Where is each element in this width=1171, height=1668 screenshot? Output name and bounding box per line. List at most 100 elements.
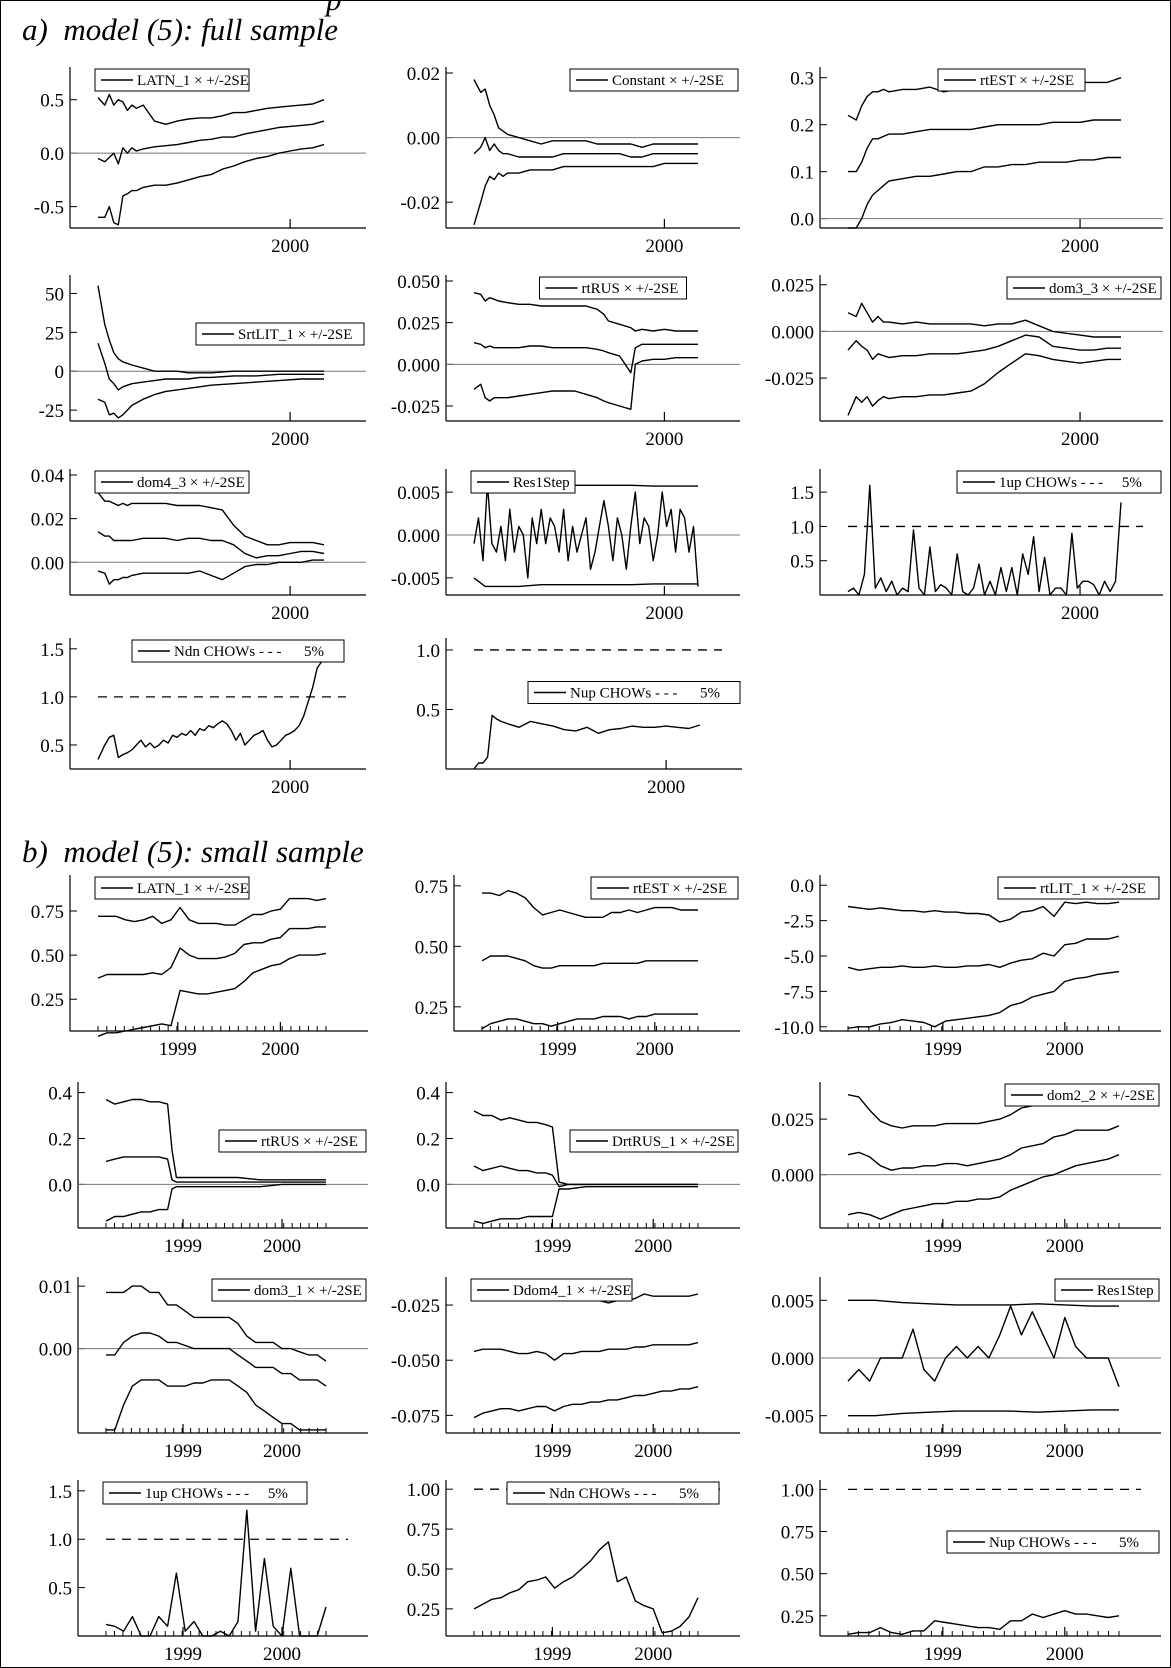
- y-tick-label: 0.25: [31, 990, 64, 1011]
- chart-panel: 1.5 1.0 0.5 2000 Ndn CHOWs - - - 5%: [0, 626, 376, 801]
- series-line-nup-chows: [473, 714, 701, 770]
- x-tick-label: 2000: [636, 1039, 674, 1060]
- y-tick-label: 0.50: [781, 1565, 814, 1586]
- x-tick-label: 1999: [924, 1644, 962, 1665]
- legend-label: dom3_1 × +/-2SE: [254, 1283, 362, 1299]
- x-tick-label: 1999: [164, 1644, 202, 1665]
- legend: 1up CHOWs - - - 5%: [956, 470, 1162, 494]
- y-tick-label: -10.0: [774, 1018, 814, 1039]
- chart-panel: 0.4 0.2 0.0 1999 2000 rtRUS × +/-2SE: [0, 1070, 376, 1260]
- series-line-lower: [847, 353, 1121, 416]
- x-tick-label: 2000: [645, 236, 683, 257]
- chart-panel: 0.4 0.2 0.0 1999 2000 DrtRUS_1 × +/-2SE: [376, 1070, 750, 1260]
- series-line-ndn-chows: [473, 1541, 699, 1634]
- legend-label: dom4_3 × +/-2SE: [137, 475, 245, 491]
- legend: dom2_2 × +/-2SE: [1004, 1083, 1160, 1107]
- legend-box: [195, 322, 365, 346]
- chart-svg: 0.0 -2.5 -5.0 -7.5 -10.0 1999 2000 rtLIT_1 × +/…: [774, 875, 1161, 1060]
- y-tick-label: 0.5: [416, 700, 440, 721]
- legend-label: rtRUS × +/-2SE: [261, 1134, 358, 1150]
- series-line-estimate: [847, 935, 1120, 971]
- series-line-upper: [847, 901, 1120, 923]
- x-tick-label: 2000: [263, 1644, 301, 1665]
- legend-box: [94, 876, 250, 900]
- y-tick-label: -0.025: [391, 1296, 440, 1317]
- legend: dom4_3 × +/-2SE: [94, 470, 250, 494]
- y-tick-label: 0: [55, 362, 65, 383]
- y-tick-label: 0.0: [790, 210, 814, 231]
- chart-panel: 1.5 1.0 0.5 1999 2000 1up CHOWs - - - 5%: [0, 1468, 376, 1668]
- x-tick-label: 2000: [1061, 236, 1099, 257]
- chart-panel: 0.025 0.000 -0.025 2000 dom3_3 × +/-2SE: [750, 263, 1171, 453]
- x-tick-label: 2000: [1061, 429, 1099, 450]
- series-line-estimate: [473, 1341, 699, 1361]
- legend: rtEST × +/-2SE: [937, 68, 1086, 92]
- y-tick-label: -0.02: [400, 193, 440, 214]
- chart-panel: 0.3 0.2 0.1 0.0 2000 rtEST × +/-2SE: [750, 55, 1171, 260]
- y-tick-label: 0.025: [771, 276, 814, 297]
- chart-panel: 0.04 0.02 0.00 2000 dom4_3 × +/-2SE: [0, 457, 376, 627]
- y-tick-label: 1.0: [48, 1530, 72, 1551]
- chart-svg: 1.5 1.0 0.5 2000 1up CHOWs - - - 5%: [790, 469, 1163, 624]
- x-tick-label: 1999: [533, 1236, 571, 1257]
- chart-panel: 0.005 0.000 -0.005 2000 Res1Step: [376, 457, 750, 627]
- legend-box: [1004, 1083, 1160, 1107]
- legend-box: [102, 1481, 308, 1505]
- legend-label: Res1Step: [513, 475, 570, 491]
- series-line-estimate: [97, 342, 324, 391]
- legend-label: 1up CHOWs - - - 5%: [145, 1486, 288, 1502]
- chart-panel: 0.75 0.50 0.25 1999 2000 LATN_1 × +/-2SE: [0, 863, 376, 1063]
- y-tick-label: 25: [45, 323, 64, 344]
- y-tick-label: 0.000: [771, 322, 814, 343]
- y-tick-label: 0.75: [31, 902, 64, 923]
- chart-svg: -0.025 -0.050 -0.075 1999 2000 Ddom4_1 × +/-2…: [391, 1277, 740, 1462]
- y-tick-label: 0.2: [790, 116, 814, 137]
- legend-box: [569, 1129, 739, 1153]
- series-line-lower: [97, 952, 327, 1037]
- legend-label: LATN_1 × +/-2SE: [137, 881, 249, 897]
- legend-label: Res1Step: [1097, 1283, 1154, 1299]
- legend-box: [569, 68, 739, 92]
- y-tick-label: 0.5: [790, 552, 814, 573]
- chart-svg: 0.75 0.50 0.25 1999 2000 rtEST × +/-2SE: [415, 875, 740, 1060]
- legend: rtLIT_1 × +/-2SE: [997, 876, 1160, 900]
- y-tick-label: 0.01: [39, 1277, 72, 1298]
- series-line-1up-chows: [105, 1509, 327, 1637]
- legend-label: DrtRUS_1 × +/-2SE: [612, 1134, 735, 1150]
- x-tick-label: 2000: [647, 777, 685, 798]
- y-tick-label: 0.1: [790, 163, 814, 184]
- legend: LATN_1 × +/-2SE: [94, 68, 250, 92]
- y-tick-label: 0.5: [48, 1579, 72, 1600]
- y-tick-label: 0.0: [40, 144, 64, 165]
- chart-svg: 0.04 0.02 0.00 2000 dom4_3 × +/-2SE: [31, 466, 366, 624]
- y-tick-label: 0.75: [407, 1520, 440, 1541]
- y-tick-label: 50: [45, 284, 64, 305]
- chart-svg: 1.00 0.75 0.50 0.25 1999 2000 Ndn CHOWs - - - …: [407, 1480, 740, 1665]
- chart-panel: 0.01 0.00 1999 2000 dom3_1 × +/-2SE: [0, 1265, 376, 1465]
- chart-panel: 0.0 -2.5 -5.0 -7.5 -10.0 1999 2000 rtLIT_1 × +/…: [750, 863, 1171, 1063]
- series-line-estimate: [481, 955, 698, 969]
- series-line-estimate: [847, 334, 1121, 361]
- y-tick-label: 1.0: [416, 641, 440, 662]
- x-tick-label: 2000: [1046, 1236, 1084, 1257]
- series-line-residual: [473, 482, 699, 587]
- y-tick-label: 0.25: [781, 1607, 814, 1628]
- legend: dom3_1 × +/-2SE: [211, 1278, 367, 1302]
- section-b-title: b) model (5): small sample: [22, 834, 364, 869]
- series-line-lower: [473, 577, 698, 588]
- y-tick-label: -25: [39, 401, 64, 422]
- y-tick-label: 0.04: [31, 466, 65, 487]
- chart-svg: 0.3 0.2 0.1 0.0 2000 rtEST × +/-2SE: [790, 67, 1163, 257]
- header-clip: p: [326, 0, 342, 18]
- y-tick-label: 0.4: [416, 1084, 440, 1105]
- legend-label: Ndn CHOWs - - - 5%: [549, 1486, 699, 1502]
- y-tick-label: 0.50: [407, 1560, 440, 1581]
- chart-svg: 0.01 0.00 1999 2000 dom3_1 × +/-2SE: [39, 1277, 368, 1462]
- series-line-upper: [105, 1098, 326, 1181]
- y-tick-label: 0.000: [397, 355, 440, 376]
- chart-panel: -0.025 -0.050 -0.075 1999 2000 Ddom4_1 × +/-2…: [376, 1265, 750, 1465]
- legend-box: [1006, 276, 1162, 300]
- x-tick-label: 2000: [261, 1039, 299, 1060]
- chart-svg: 0.5 0.0 -0.5 2000 LATN_1 × +/-2SE: [34, 67, 366, 257]
- legend-label: Nup CHOWs - - - 5%: [570, 686, 720, 702]
